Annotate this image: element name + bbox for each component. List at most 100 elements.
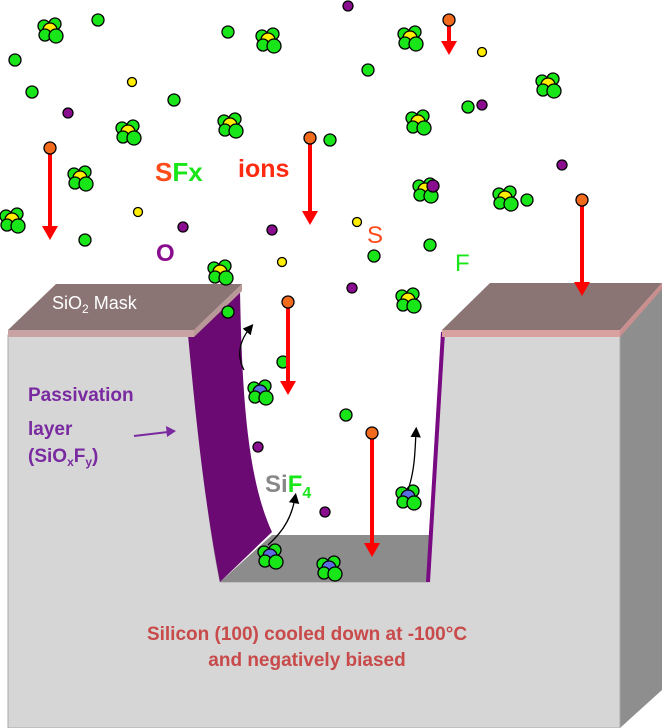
fluorine-atom	[408, 36, 424, 52]
fluorine-atom	[367, 249, 381, 263]
label-sio2-mask: SiO2 Mask	[52, 293, 138, 316]
ion-arrow-head	[364, 543, 380, 557]
sio2-mask-left	[8, 284, 242, 330]
svg-text:(SiOxFy): (SiOxFy)	[28, 446, 98, 469]
fluorine-atom	[8, 53, 22, 67]
fluorine-atom	[126, 130, 142, 146]
oxygen-atom	[62, 107, 74, 119]
ion-arrow	[441, 13, 457, 55]
oxygen-atom	[266, 224, 278, 236]
sulfur-atom	[476, 46, 488, 58]
silicon-side-face	[620, 286, 662, 728]
sulfur-atom	[132, 206, 144, 218]
fluorine-atom	[520, 193, 534, 207]
sf-molecule	[405, 109, 432, 136]
fluorine-atom	[406, 298, 422, 314]
sf-molecule	[397, 25, 424, 52]
fluorine-atom	[10, 218, 26, 234]
label-sfx: SFx	[155, 157, 203, 187]
ion-particle	[303, 131, 317, 145]
ion-particle	[43, 141, 57, 155]
oxygen-atom	[342, 0, 354, 12]
ion-particle	[281, 295, 295, 309]
fluorine-atom	[268, 554, 284, 570]
ion-arrow	[42, 141, 58, 240]
sio2-mask-left-side	[194, 284, 242, 337]
fluorine-atom	[416, 120, 432, 136]
passivation-layer-right-wall	[426, 331, 445, 583]
ion-arrow	[302, 131, 318, 225]
ion-particle	[575, 193, 589, 207]
ion-particle	[442, 13, 456, 27]
fluorine-atom	[221, 25, 235, 39]
passivation-pointer-arrow	[133, 431, 169, 437]
fluorine-atom	[266, 38, 282, 54]
fluorine-atom	[323, 133, 337, 147]
oxygen-atom	[346, 282, 358, 294]
fluorine-atom	[503, 196, 519, 212]
sf-molecule	[207, 259, 234, 286]
fluorine-atom	[78, 233, 92, 247]
ion-arrow-head	[302, 211, 318, 225]
ion-arrow	[280, 295, 296, 395]
sf-molecule	[0, 207, 26, 234]
fluorine-atom	[423, 238, 437, 252]
sf-molecule	[395, 287, 422, 314]
ion-arrow-head	[280, 381, 296, 395]
desorption-arrow	[267, 492, 300, 546]
sif4-molecule	[316, 555, 343, 582]
sif4-molecule	[247, 379, 274, 406]
fluorine-atom	[361, 63, 375, 77]
fluorine-atom	[228, 123, 244, 139]
oxygen-atom	[556, 159, 568, 171]
oxygen-atom	[252, 441, 264, 453]
sf-molecule	[37, 17, 64, 44]
sulfur-atom	[276, 256, 288, 268]
desorption-arrow	[239, 324, 254, 371]
ion-arrow-head	[574, 282, 590, 296]
sf-molecule	[115, 119, 142, 146]
fluorine-atom	[25, 85, 39, 99]
ion-arrow-head	[441, 41, 457, 55]
label-substrate-line1: Silicon (100) cooled down at -100°C	[147, 624, 467, 645]
oxygen-atom	[319, 506, 331, 518]
sio2-mask-right-edge	[442, 330, 620, 337]
passivation-layer-left-wall	[188, 290, 272, 582]
fluorine-atom	[48, 28, 64, 44]
sulfur-atom	[351, 216, 363, 228]
label-fluorine: F	[455, 250, 470, 277]
desorption-arrow	[407, 426, 421, 491]
ion-arrow	[574, 193, 590, 296]
passivation-pointer-head	[166, 426, 176, 437]
ion-particle	[365, 426, 379, 440]
sf-molecule	[67, 165, 94, 192]
svg-text:layer: layer	[28, 419, 73, 440]
fluorine-atom	[91, 13, 105, 27]
fluorine-atom	[218, 270, 234, 286]
sio2-mask-right	[442, 283, 662, 330]
sf-molecule	[492, 185, 519, 212]
sio2-mask-left-edge	[8, 330, 194, 337]
fluorine-atom	[78, 176, 94, 192]
sif4-molecule	[257, 543, 284, 570]
fluorine-atom	[406, 495, 422, 511]
sif4-molecule	[395, 484, 422, 511]
ion-arrow-head	[42, 226, 58, 240]
fluorine-atom	[339, 408, 353, 422]
label-oxygen: O	[156, 240, 175, 267]
sf-molecule	[255, 27, 282, 54]
label-sulfur: S	[367, 222, 383, 249]
fluorine-atom	[258, 390, 274, 406]
sulfur-atom	[126, 76, 138, 88]
oxygen-atom	[476, 99, 488, 111]
sof-molecule	[412, 177, 440, 204]
fluorine-atom	[221, 305, 235, 319]
oxygen-atom	[177, 221, 189, 233]
sio2-mask-right-side	[620, 283, 662, 337]
label-substrate-line2: and negatively biased	[208, 650, 405, 671]
label-sif4: SiF4	[265, 471, 311, 502]
oxygen-atom	[426, 179, 440, 193]
label-passivation-layer: Passivation layer (SiOxFy)	[28, 385, 134, 469]
